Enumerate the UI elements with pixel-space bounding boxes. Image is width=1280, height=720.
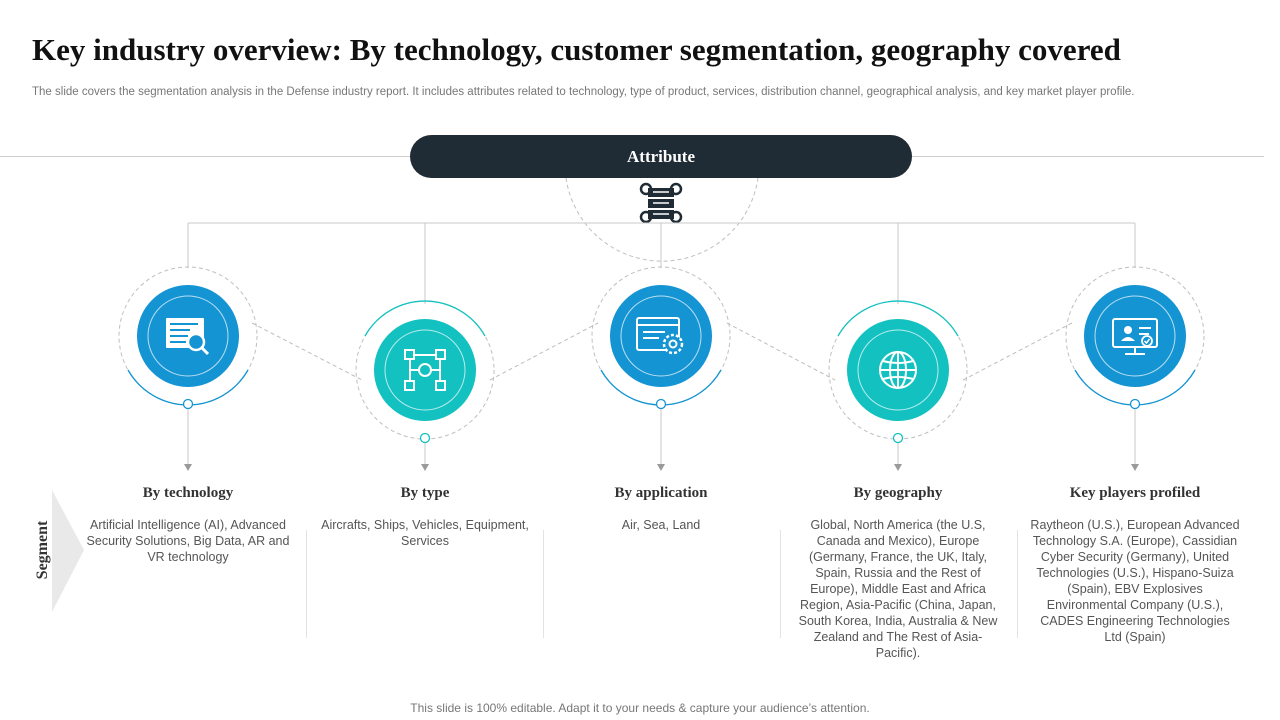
segment-label: Segment	[34, 520, 51, 580]
dashed-links	[251, 322, 1073, 381]
segment-title-geography: By geography	[853, 485, 943, 501]
browser-gear-icon	[636, 317, 684, 355]
segment-title-application: By application	[614, 485, 708, 501]
page-subtitle: The slide covers the segmentation analys…	[32, 86, 1135, 98]
tree-connectors	[187, 222, 1136, 304]
column-divider	[1017, 530, 1018, 638]
monitor-user-icon	[1112, 318, 1158, 355]
footer-note: This slide is 100% editable. Adapt it to…	[410, 701, 870, 715]
segment-text-key-players: Raytheon (U.S.), European Advanced Techn…	[1030, 518, 1240, 644]
segment-node-technology	[118, 266, 258, 471]
drone-icon	[639, 182, 683, 224]
column-divider	[306, 530, 307, 638]
page-title: Key industry overview: By technology, cu…	[32, 32, 1121, 67]
segment-title-technology: By technology	[142, 485, 234, 501]
workflow-gear-icon	[404, 349, 446, 391]
attribute-pill: Attribute	[410, 135, 912, 178]
globe-icon	[879, 351, 917, 389]
segment-node-application	[591, 266, 731, 471]
column-divider	[543, 530, 544, 638]
segment-text-geography: Global, North America (the U.S, Canada a…	[798, 518, 998, 660]
segment-text-type: Aircrafts, Ships, Vehicles, Equipment, S…	[321, 518, 529, 548]
segment-node-key-players	[1065, 266, 1205, 471]
segment-node-geography	[828, 300, 968, 471]
segment-title-type: By type	[400, 485, 450, 501]
segment-text-application: Air, Sea, Land	[621, 518, 701, 532]
segment-node-type	[355, 300, 495, 471]
segment-title-key-players: Key players profiled	[1069, 485, 1201, 501]
segment-text-technology: Artificial Intelligence (AI), Advanced S…	[86, 518, 290, 564]
report-search-icon	[166, 318, 210, 356]
column-divider	[780, 530, 781, 638]
segment-chevron	[52, 490, 84, 612]
